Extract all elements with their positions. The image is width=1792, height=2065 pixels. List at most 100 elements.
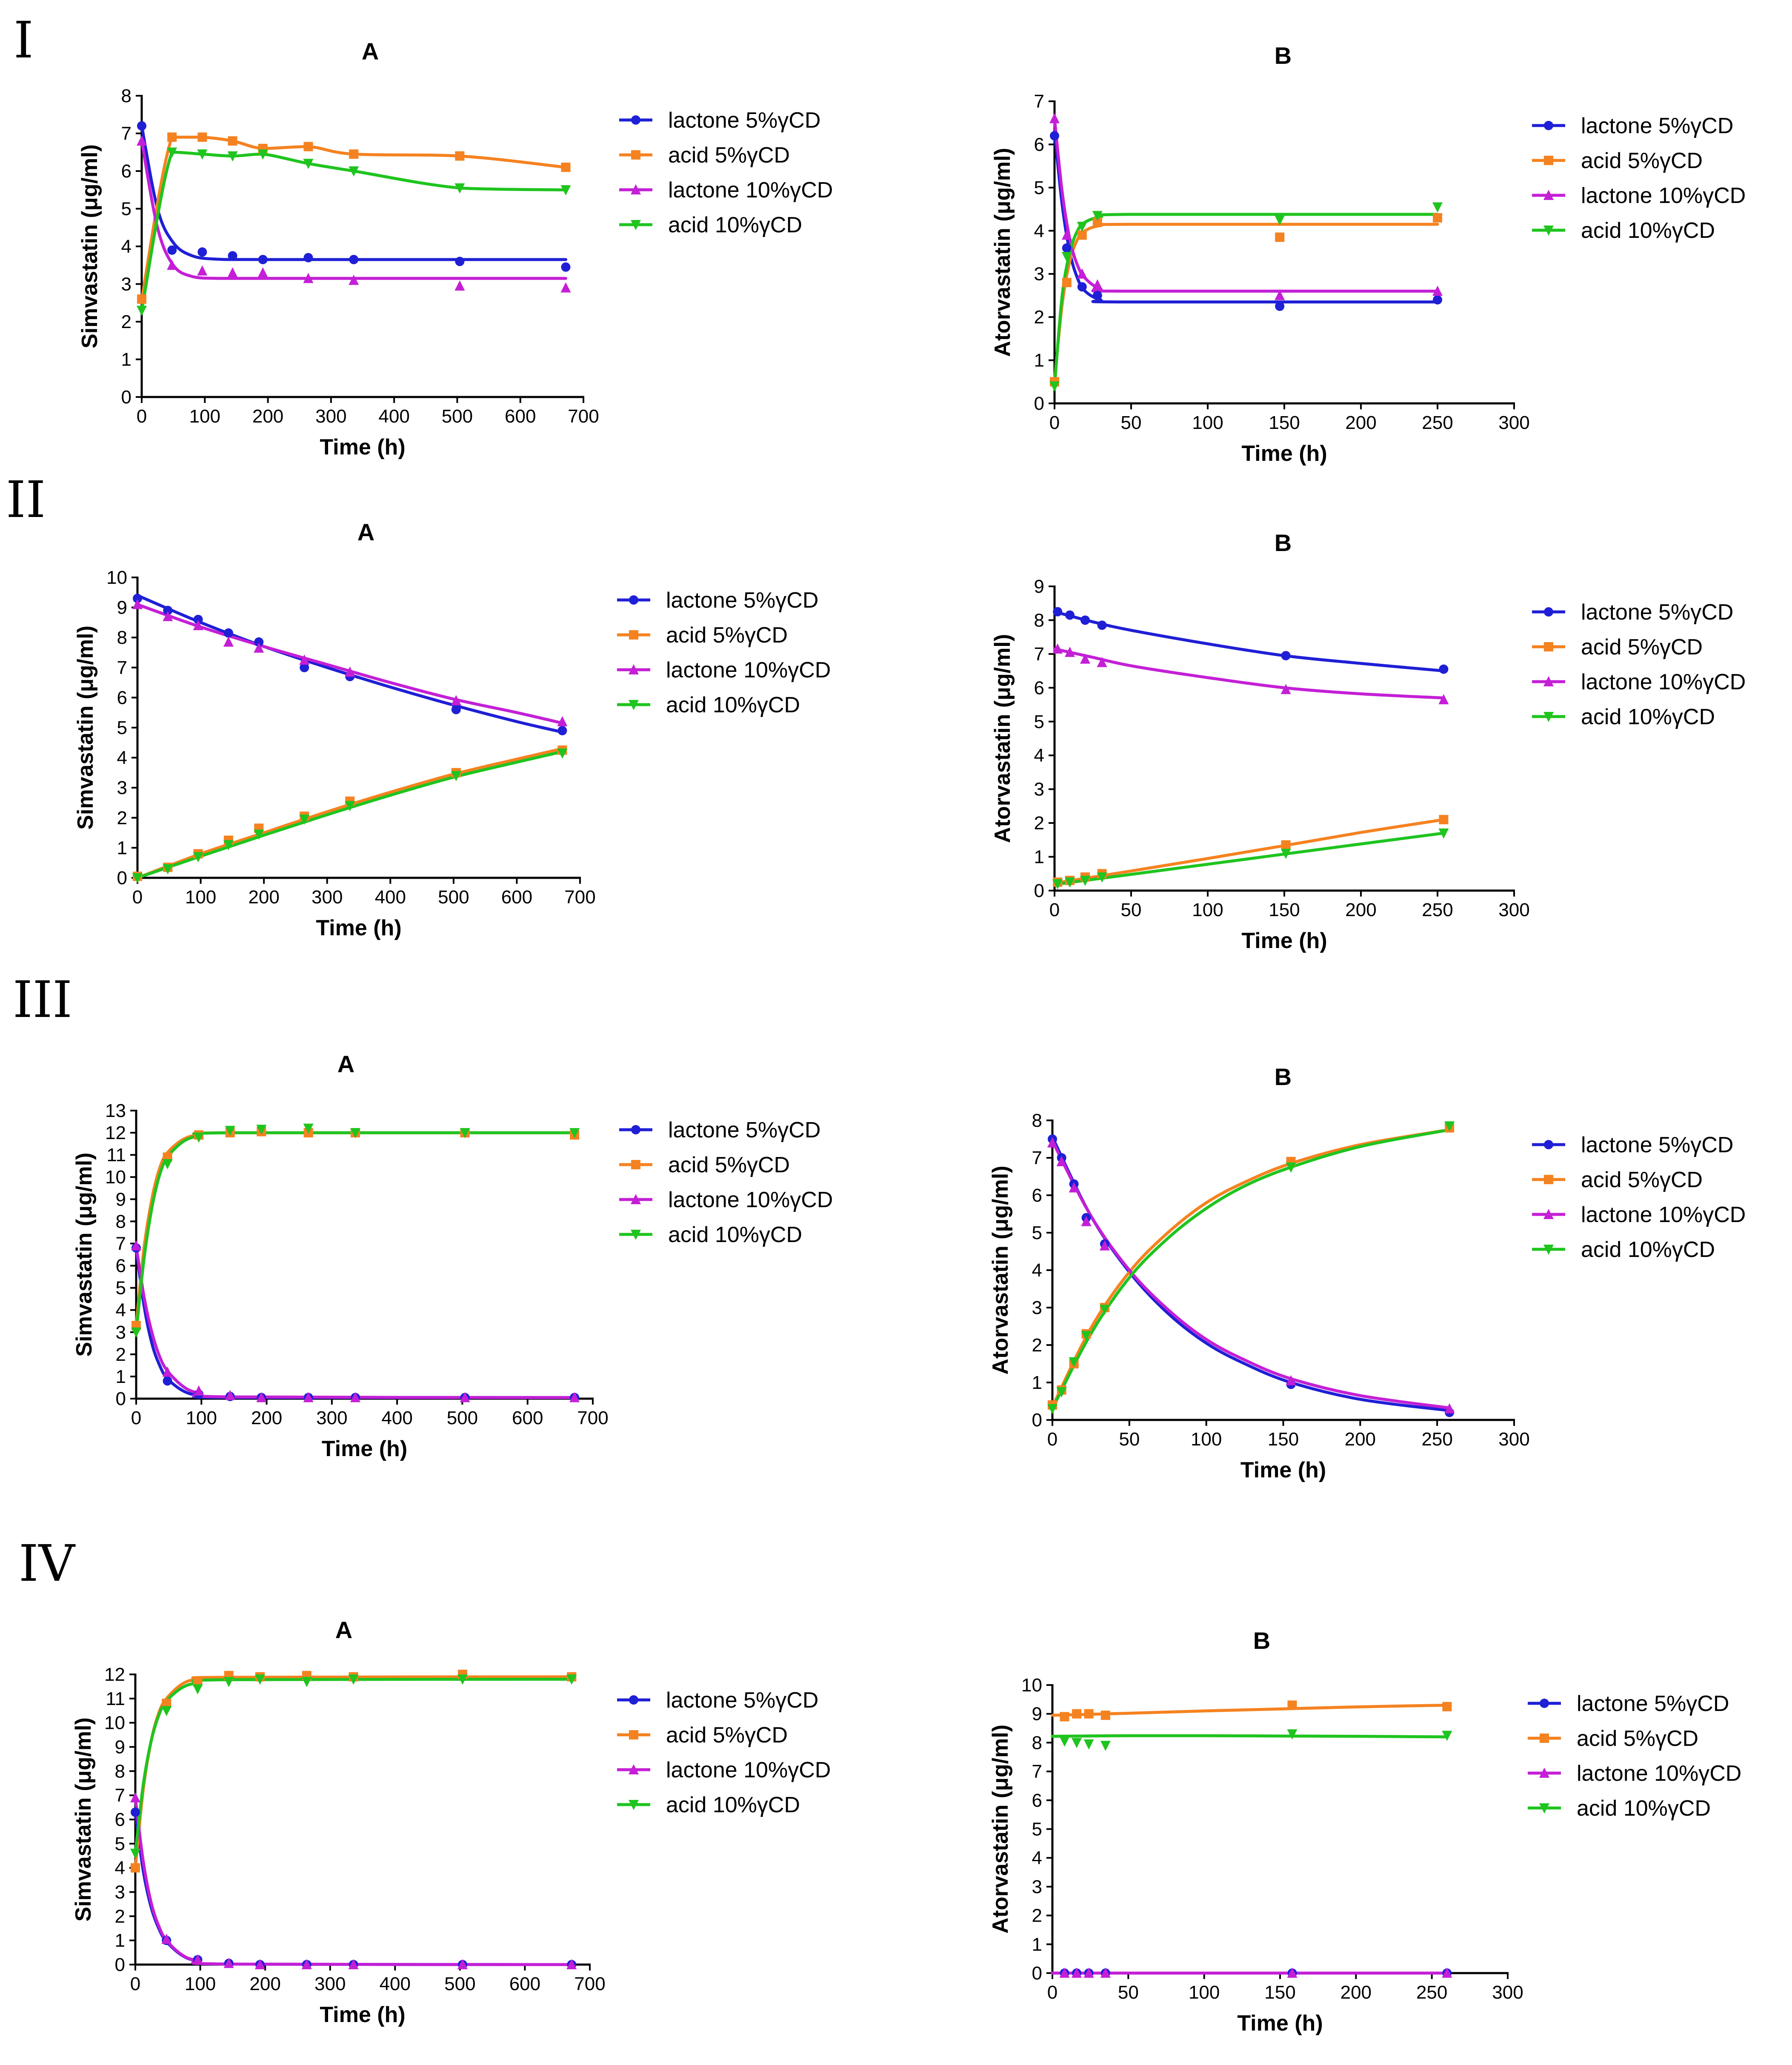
legend-label: lactone 5%γCD — [668, 1118, 820, 1142]
y-axis-title: Simvastatin (μg/ml) — [77, 144, 102, 348]
y-tick-label: 5 — [115, 1834, 125, 1854]
y-tick-label: 3 — [1032, 1297, 1042, 1318]
legend-swatch-marker — [629, 630, 638, 640]
chart-I-B: B 0 1 2 3 4 5 6 7 0 50 100 150 200 250 300 Time (h) Atorv… — [990, 42, 1746, 466]
data-point — [451, 771, 461, 781]
data-point — [345, 666, 355, 677]
data-point — [192, 1954, 203, 1965]
legend-label: acid 10%γCD — [668, 1222, 802, 1247]
y-tick-label: 11 — [106, 1688, 125, 1709]
data-point — [1065, 877, 1075, 888]
data-point — [1432, 202, 1443, 213]
x-tick-label: 200 — [1345, 900, 1376, 920]
x-tick-label: 400 — [375, 887, 406, 908]
data-point — [1065, 646, 1075, 657]
data-point — [1097, 657, 1107, 667]
legend-label: acid 5%γCD — [668, 143, 790, 168]
data-point — [557, 716, 568, 726]
legend-swatch-marker — [1544, 121, 1553, 130]
data-point — [348, 1674, 359, 1685]
y-tick-label: 7 — [1032, 1148, 1042, 1168]
data-point — [460, 1392, 470, 1402]
x-tick-label: 50 — [1121, 900, 1142, 920]
legend-label: lactone 10%γCD — [1581, 670, 1746, 694]
x-tick-label: 100 — [1189, 1982, 1220, 2003]
data-point — [457, 1674, 468, 1685]
y-tick-label: 6 — [1034, 134, 1044, 155]
legend-label: acid 5%γCD — [668, 1153, 790, 1177]
data-point — [228, 251, 237, 261]
y-tick-label: 1 — [1032, 1934, 1042, 1955]
data-point — [1072, 1968, 1082, 1978]
data-point — [194, 1385, 204, 1396]
y-tick-label: 10 — [1021, 1675, 1042, 1696]
x-tick-label: 300 — [314, 1974, 346, 1994]
y-tick-label: 4 — [121, 236, 131, 257]
data-point — [161, 1706, 172, 1717]
x-tick-label: 400 — [381, 1408, 412, 1428]
y-tick-label: 1 — [1034, 350, 1044, 371]
data-point — [1442, 1702, 1452, 1711]
data-point — [227, 267, 238, 277]
x-tick-label: 250 — [1422, 900, 1453, 920]
data-point — [137, 135, 147, 146]
legend-swatch-marker — [1543, 676, 1554, 686]
y-tick-label: 4 — [1034, 745, 1044, 766]
x-tick-label: 0 — [137, 406, 147, 427]
y-tick-label: 9 — [1034, 576, 1044, 597]
x-tick-label: 0 — [1049, 900, 1060, 920]
data-point — [194, 1132, 204, 1143]
data-point — [348, 1959, 359, 1969]
legend-label: lactone 10%γCD — [1577, 1761, 1741, 1786]
y-tick-label: 9 — [115, 1737, 125, 1758]
y-tick-label: 3 — [116, 1322, 126, 1343]
y-tick-label: 8 — [116, 1211, 126, 1232]
x-axis-title: Time (h) — [1241, 441, 1327, 466]
legend-swatch-marker — [1540, 1734, 1549, 1743]
panel-title: B — [1275, 1063, 1292, 1090]
y-tick-label: 5 — [1034, 711, 1044, 732]
data-point — [132, 599, 143, 609]
data-point — [1439, 664, 1449, 674]
series-fit-line — [134, 1677, 573, 1855]
y-tick-label: 12 — [104, 1664, 125, 1685]
x-tick-label: 50 — [1121, 412, 1142, 433]
x-axis-title: Time (h) — [1241, 928, 1327, 953]
data-point — [131, 1807, 140, 1817]
data-point — [1100, 1968, 1111, 1978]
data-point — [1060, 1712, 1069, 1722]
y-tick-label: 8 — [1032, 1110, 1042, 1131]
y-tick-label: 6 — [1032, 1185, 1042, 1206]
data-point — [303, 273, 314, 283]
x-tick-label: 700 — [564, 887, 595, 908]
y-axis-title: Atorvastatin (μg/ml) — [988, 1165, 1013, 1374]
data-point — [137, 306, 147, 316]
x-tick-label: 50 — [1119, 1429, 1140, 1450]
data-point — [131, 1240, 141, 1251]
data-point — [1286, 1162, 1296, 1173]
data-point — [161, 1934, 172, 1944]
y-tick-label: 7 — [1032, 1761, 1042, 1782]
data-point — [1061, 229, 1072, 240]
y-tick-label: 2 — [116, 1344, 126, 1365]
data-point — [1287, 1968, 1298, 1978]
data-point — [1432, 286, 1443, 296]
y-tick-label: 6 — [117, 687, 127, 708]
legend-swatch-marker — [1539, 1768, 1549, 1778]
panel-title: A — [335, 1617, 352, 1643]
y-tick-label: 3 — [1032, 1876, 1042, 1897]
y-tick-label: 7 — [1034, 91, 1044, 112]
y-axis-title: Atorvastatin (μg/ml) — [990, 634, 1015, 843]
y-tick-label: 4 — [117, 748, 127, 768]
data-point — [137, 294, 146, 304]
legend-label: lactone 5%γCD — [666, 588, 818, 613]
legend-swatch-marker — [629, 595, 638, 605]
data-point — [560, 282, 571, 293]
data-point — [1061, 252, 1072, 263]
legend-label: lactone 10%γCD — [666, 1758, 831, 1782]
y-tick-label: 1 — [1034, 847, 1044, 868]
data-point — [1275, 232, 1285, 242]
data-point — [167, 132, 177, 142]
